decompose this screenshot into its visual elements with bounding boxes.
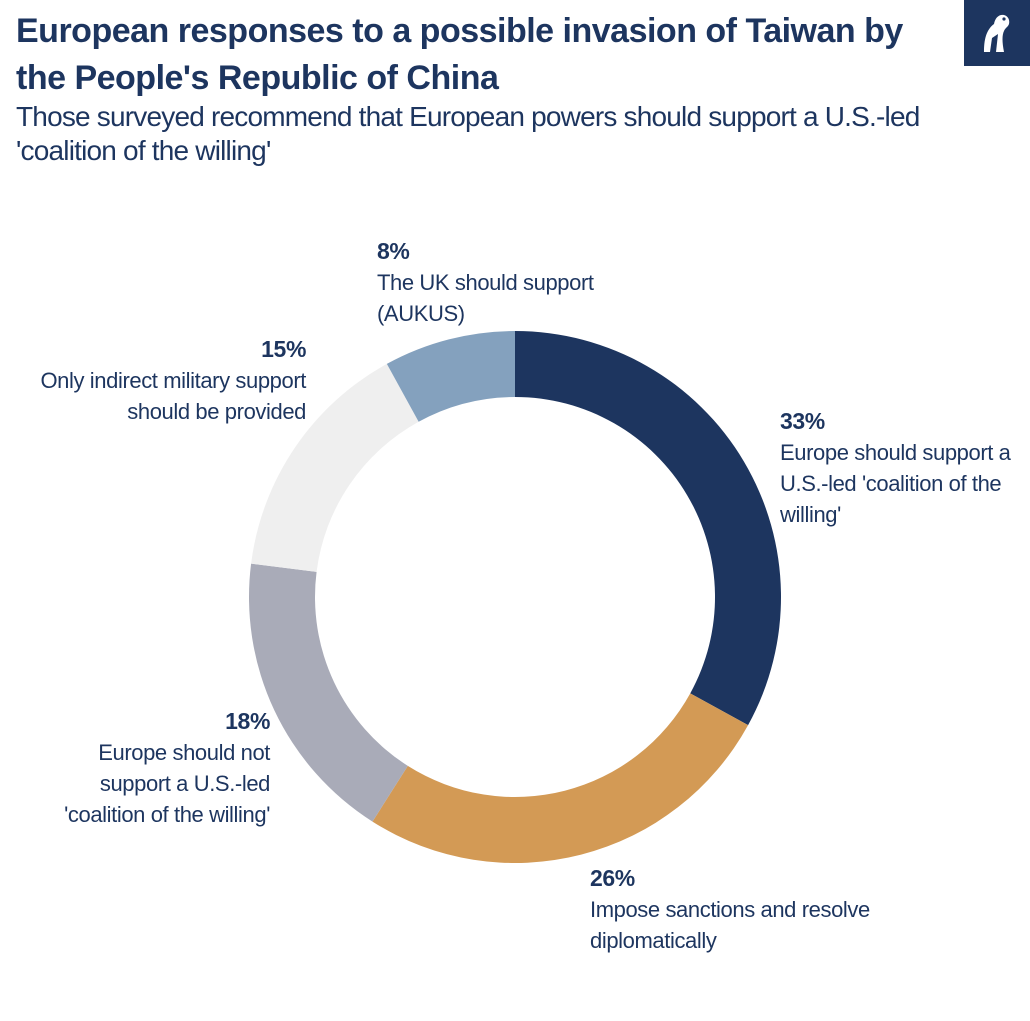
slice-value-18: 18%	[225, 708, 270, 734]
slice-value-8: 8%	[377, 238, 410, 264]
donut-slice-18pct	[249, 563, 408, 822]
chart-subtitle: Those surveyed recommend that European p…	[16, 101, 920, 166]
donut-slice-15pct	[251, 363, 419, 572]
slice-label-8: The UK should support (AUKUS)	[377, 270, 594, 326]
donut-slice-8pct	[386, 331, 515, 422]
label-15: 15% Only indirect military support shoul…	[4, 334, 306, 427]
label-26: 26% Impose sanctions and resolve diploma…	[590, 863, 910, 956]
label-8: 8% The UK should support (AUKUS)	[377, 236, 627, 329]
slice-label-26: Impose sanctions and resolve diplomatica…	[590, 897, 870, 953]
label-18: 18% Europe should not support a U.S.-led…	[30, 706, 270, 830]
slice-label-15: Only indirect military support should be…	[40, 368, 306, 424]
donut-slice-33pct	[515, 331, 782, 726]
slice-value-33: 33%	[780, 408, 825, 434]
slice-label-33: Europe should support a U.S.-led 'coalit…	[780, 440, 1011, 527]
label-33: 33% Europe should support a U.S.-led 'co…	[780, 406, 1020, 530]
donut-slice-26pct	[372, 693, 749, 864]
slice-value-15: 15%	[261, 336, 306, 362]
chart-title: European responses to a possible invasio…	[16, 12, 903, 97]
brand-logo	[964, 0, 1030, 66]
slice-value-26: 26%	[590, 865, 635, 891]
slice-label-18: Europe should not support a U.S.-led 'co…	[64, 740, 270, 827]
bird-logo-icon	[984, 14, 1010, 53]
